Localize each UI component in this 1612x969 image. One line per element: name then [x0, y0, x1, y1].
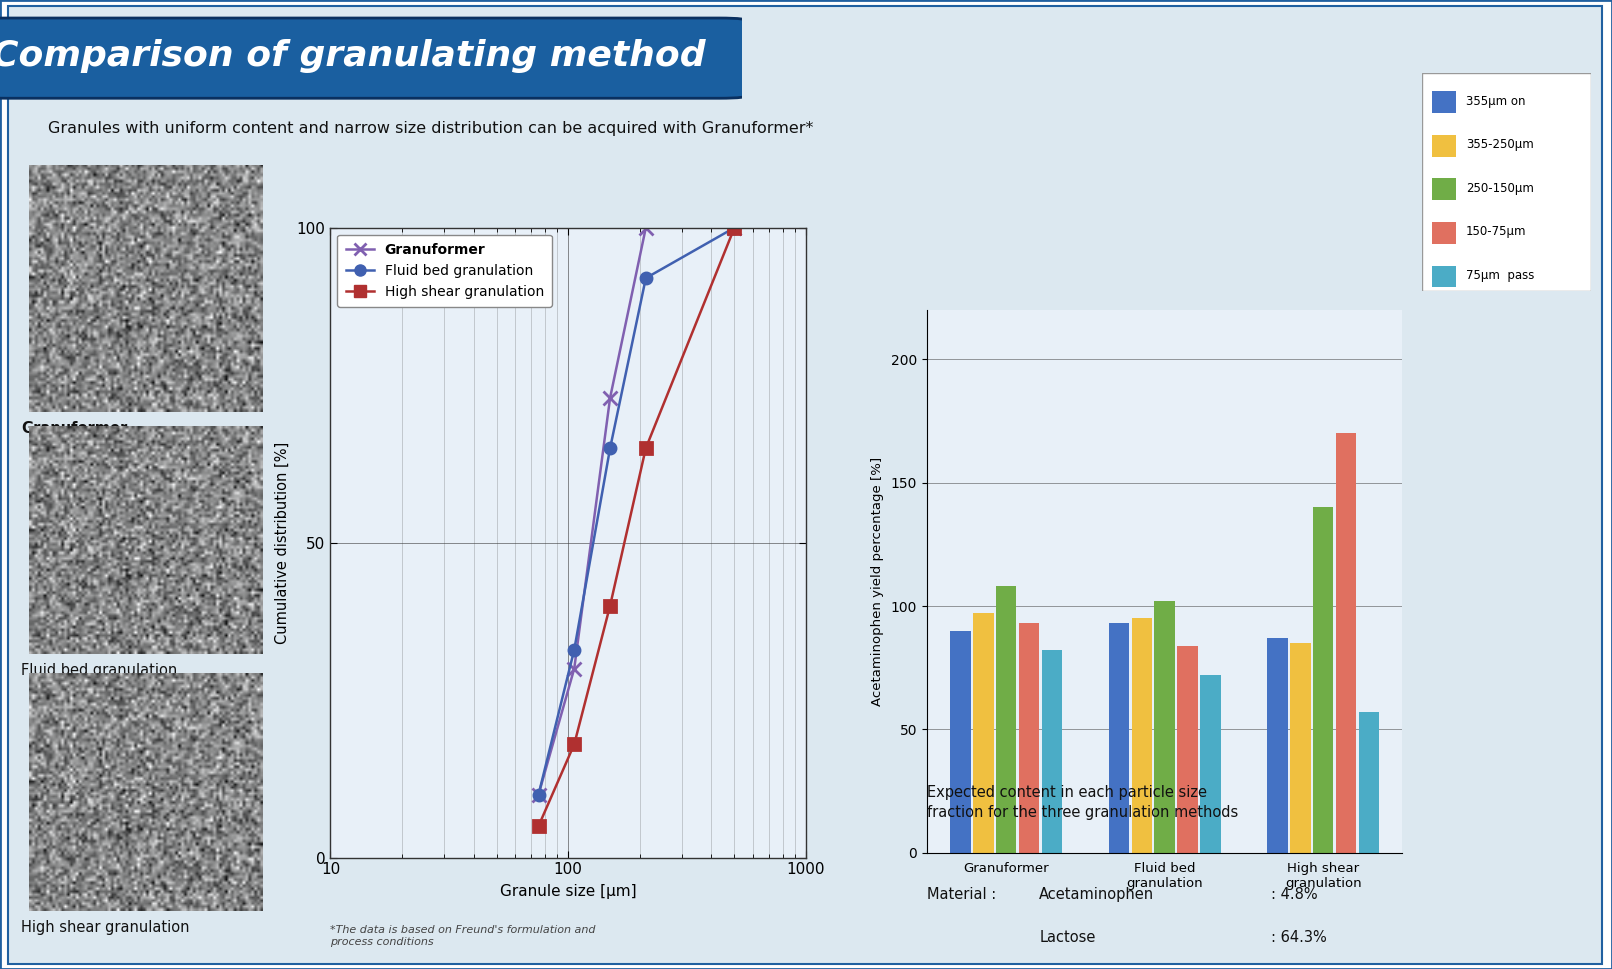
FancyBboxPatch shape	[0, 18, 750, 98]
Text: Lactose: Lactose	[1040, 930, 1096, 945]
Text: High shear granulation: High shear granulation	[21, 920, 190, 935]
Legend: Granuformer, Fluid bed granulation, High shear granulation: Granuformer, Fluid bed granulation, High…	[337, 234, 553, 307]
Bar	[1132, 618, 1153, 853]
Bar	[1359, 712, 1380, 853]
Text: 250-150μm: 250-150μm	[1465, 182, 1533, 195]
Text: Material :: Material :	[927, 887, 996, 902]
Bar	[1431, 91, 1456, 113]
Text: : 4.8%: : 4.8%	[1270, 887, 1317, 902]
Bar	[1431, 266, 1456, 288]
Text: Expected content in each particle size
fraction for the three granulation method: Expected content in each particle size f…	[927, 785, 1238, 820]
Bar	[1177, 645, 1198, 853]
Y-axis label: Cumulative distribution [%]: Cumulative distribution [%]	[274, 442, 290, 643]
Bar	[1041, 650, 1062, 853]
Bar	[1290, 643, 1311, 853]
Text: 355μm on: 355μm on	[1465, 95, 1525, 108]
Text: Acetaminophen: Acetaminophen	[1040, 887, 1154, 902]
Text: Granules with uniform content and narrow size distribution can be acquired with : Granules with uniform content and narrow…	[48, 121, 812, 136]
Bar	[1336, 433, 1356, 853]
X-axis label: Granule size [μm]: Granule size [μm]	[500, 885, 637, 899]
Y-axis label: Acetaminophen yield percentage [%]: Acetaminophen yield percentage [%]	[870, 456, 883, 706]
Bar	[1312, 508, 1333, 853]
Text: 150-75μm: 150-75μm	[1465, 226, 1527, 238]
Bar	[1199, 675, 1220, 853]
Text: Comparison of granulating method: Comparison of granulating method	[0, 40, 706, 74]
Bar	[1154, 601, 1175, 853]
Text: 75μm  pass: 75μm pass	[1465, 269, 1535, 282]
Bar	[1431, 222, 1456, 244]
Bar	[1019, 623, 1040, 853]
Text: : 64.3%: : 64.3%	[1270, 930, 1327, 945]
Text: Granuformer: Granuformer	[21, 421, 127, 436]
Text: *The data is based on Freund's formulation and
process conditions: *The data is based on Freund's formulati…	[330, 925, 596, 947]
Bar	[1431, 178, 1456, 201]
Bar	[974, 613, 993, 853]
Bar	[949, 631, 970, 853]
Bar	[1267, 639, 1288, 853]
Text: Fluid bed granulation: Fluid bed granulation	[21, 663, 177, 678]
Text: 355-250μm: 355-250μm	[1465, 139, 1533, 151]
Bar	[996, 586, 1017, 853]
Bar	[1109, 623, 1130, 853]
Bar	[1431, 135, 1456, 157]
